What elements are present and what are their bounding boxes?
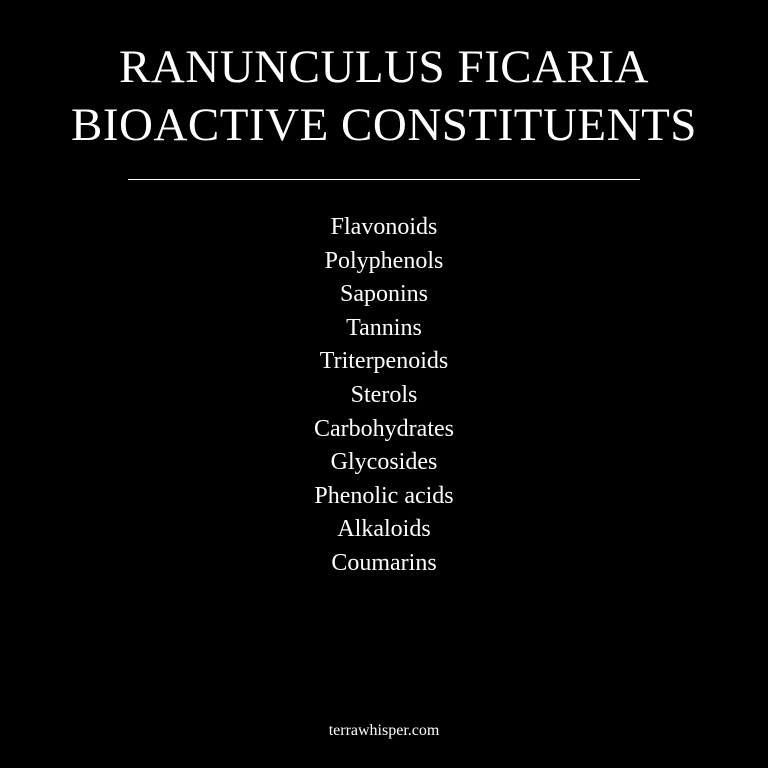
list-item: Carbohydrates — [314, 415, 454, 442]
list-item: Alkaloids — [337, 516, 431, 543]
title-line-2: BIOACTIVE CONSTITUENTS — [71, 99, 697, 151]
list-item: Polyphenols — [324, 247, 444, 274]
list-item: Sterols — [350, 381, 418, 408]
list-item: Saponins — [339, 281, 428, 308]
list-item: Triterpenoids — [319, 348, 449, 375]
list-item: Flavonoids — [330, 214, 438, 240]
constituents-list: Flavonoids Polyphenols Saponins Tannins … — [0, 211, 768, 581]
title-divider — [128, 179, 640, 180]
page-title: RANUNCULUS FICARIA BIOACTIVE CONSTITUENT… — [0, 38, 768, 154]
list-item: Coumarins — [331, 549, 437, 576]
list-item: Glycosides — [330, 449, 438, 476]
list-item: Phenolic acids — [314, 482, 454, 509]
list-item: Tannins — [346, 314, 422, 341]
title-line-1: RANUNCULUS FICARIA — [119, 41, 649, 93]
footer-website: terrawhisper.com — [328, 722, 440, 739]
